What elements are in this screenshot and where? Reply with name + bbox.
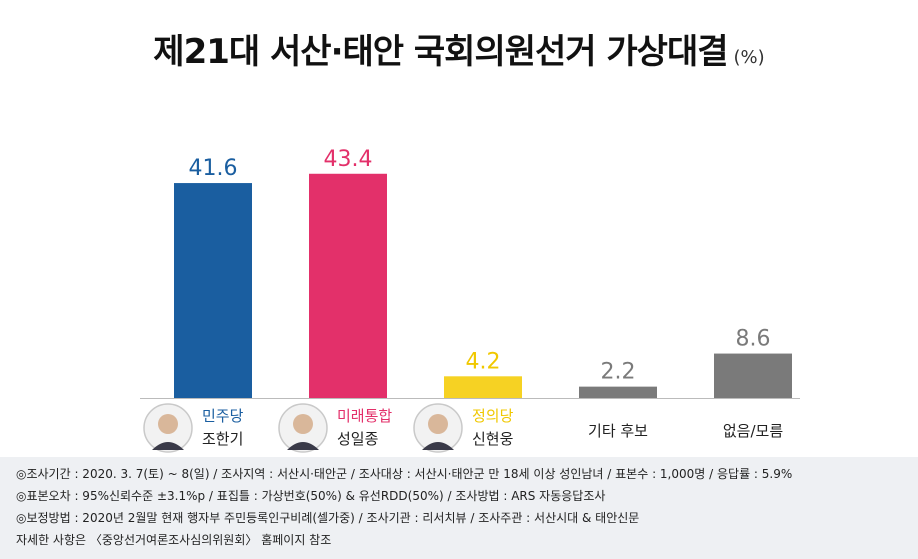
bar <box>309 173 387 398</box>
data-label: 4.2 <box>466 349 501 374</box>
unit-label: (%) <box>733 47 765 68</box>
party-label: 정의당 <box>472 407 514 425</box>
party-label: 민주당 <box>202 407 244 425</box>
candidate-name: 성일종 <box>337 430 378 448</box>
bar <box>579 386 657 398</box>
survey-note-line: 자세한 사항은 〈중앙선거여론조사심의위원회〉 홈페이지 참조 <box>16 533 332 547</box>
survey-note-line: ◎보정방법 : 2020년 2월말 현재 행자부 주민등록인구비례(셀가중) /… <box>16 511 640 525</box>
candidate-photo-body <box>152 442 184 450</box>
candidate-photo-face <box>428 414 448 434</box>
candidate-photo-body <box>287 442 319 450</box>
data-label: 41.6 <box>189 156 238 181</box>
candidate-photo-face <box>158 414 178 434</box>
data-label: 8.6 <box>736 327 771 352</box>
bar <box>174 183 252 398</box>
survey-note-line: ◎표본오차 : 95%신뢰수준 ±3.1%p / 표집틀 : 가상번호(50%)… <box>16 489 606 503</box>
candidate-name: 조한기 <box>202 430 243 448</box>
chart-title: 제21대 서산·태안 국회의원선거 가상대결 (%) <box>0 24 918 73</box>
chart-title-text: 제21대 서산·태안 국회의원선거 가상대결 <box>153 32 728 72</box>
bar <box>444 376 522 398</box>
data-label: 43.4 <box>324 147 373 172</box>
category-label: 없음/모름 <box>723 422 783 440</box>
party-label: 미래통합 <box>337 407 392 425</box>
survey-notes: ◎조사기간 : 2020. 3. 7(토) ~ 8(일) / 조사지역 : 서산… <box>0 457 918 559</box>
category-label: 기타 후보 <box>588 422 648 440</box>
candidate-photo-body <box>422 442 454 450</box>
candidate-name: 신현웅 <box>472 430 513 448</box>
survey-note-line: ◎조사기간 : 2020. 3. 7(토) ~ 8(일) / 조사지역 : 서산… <box>16 467 793 481</box>
data-label: 2.2 <box>601 360 636 385</box>
bar <box>714 353 792 398</box>
candidate-photo-face <box>293 414 313 434</box>
